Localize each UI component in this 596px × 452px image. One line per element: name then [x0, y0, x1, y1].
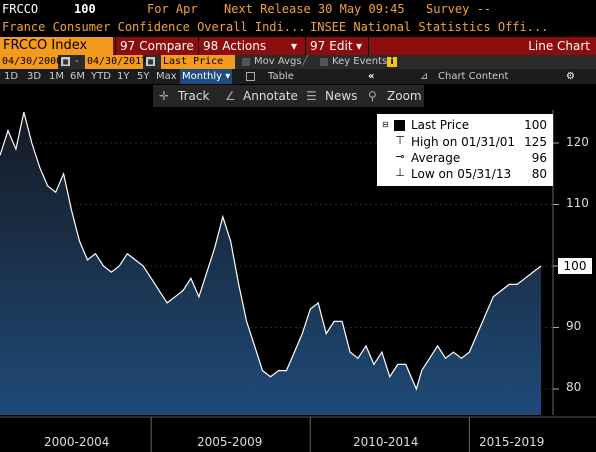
- period-1m[interactable]: 1M: [49, 71, 64, 82]
- security-description: France Consumer Confidence Overall Indi.…: [2, 20, 306, 34]
- area-fill: [0, 112, 541, 416]
- legend-low: ⊥ Low on 05/31/13 80: [377, 166, 553, 182]
- period-label: For Apr: [147, 2, 198, 16]
- pencil-icon[interactable]: ╱: [302, 56, 309, 67]
- key-events-label: Key Events: [332, 56, 388, 67]
- chart-content-icon[interactable]: ⊿: [420, 71, 429, 82]
- legend-high-value: 125: [524, 135, 547, 149]
- actions-chevron-down-icon: ▾: [291, 39, 298, 53]
- legend-average: ⊸ Average 96: [377, 150, 553, 166]
- info-icon[interactable]: i: [387, 57, 397, 67]
- legend-expand-icon[interactable]: ⊟: [382, 120, 389, 129]
- end-calendar-icon[interactable]: ▦: [146, 57, 155, 66]
- period-6m[interactable]: 6M: [70, 71, 85, 82]
- price-line: [0, 112, 542, 391]
- period-3d[interactable]: 3D: [27, 71, 42, 82]
- survey-label: Survey --: [426, 2, 492, 16]
- legend-average-value: 96: [531, 151, 547, 165]
- collapse-icon[interactable]: «: [368, 71, 375, 82]
- y-tick-label-80: 80: [566, 380, 582, 394]
- actions-shortcut: 98: [203, 39, 219, 53]
- ticker-value: 100: [74, 2, 96, 16]
- chart-type-label: Line Chart: [528, 39, 590, 53]
- edit-shortcut: 97: [310, 39, 326, 53]
- period-1y[interactable]: 1Y: [117, 71, 130, 82]
- average-marker-icon: ⊸: [395, 150, 405, 163]
- period-1d[interactable]: 1D: [4, 71, 19, 82]
- security-field[interactable]: FRCCO Index: [0, 37, 113, 55]
- date-range-row: 04/30/2000 ▦ - 04/30/2017 ▦ Last Price M…: [0, 55, 596, 69]
- compare-button[interactable]: 97 Compare: [115, 37, 198, 55]
- function-toolbar: FRCCO Index 97 Compare 98 Actions ▾ 97 Edit…: [0, 37, 596, 55]
- start-date-field[interactable]: 04/30/2000: [0, 55, 63, 69]
- news-icon[interactable]: ☰: [306, 89, 317, 103]
- news-button[interactable]: News: [325, 89, 358, 103]
- x-section-label-2015-2019: 2015-2019: [479, 435, 545, 449]
- period-max[interactable]: Max: [156, 71, 177, 82]
- mov-avgs-checkbox[interactable]: [242, 58, 250, 66]
- zoom-button[interactable]: Zoom: [387, 89, 422, 103]
- key-events-checkbox[interactable]: [320, 58, 328, 66]
- actions-label: Actions: [222, 39, 267, 53]
- zoom-icon[interactable]: ⚲: [368, 89, 377, 103]
- legend-last-price-value: 100: [524, 118, 547, 132]
- chart-type-button[interactable]: Line Chart: [368, 37, 596, 55]
- end-date-field[interactable]: 04/30/2017: [85, 55, 148, 69]
- period-row: 1D 3D 1M 6M YTD 1Y 5Y Max Monthly ▾ Tabl…: [0, 69, 596, 84]
- y-tick-label-110: 110: [566, 196, 589, 210]
- settings-gear-icon[interactable]: ⚙: [566, 71, 575, 82]
- next-release-label: Next Release 30 May 09:45: [224, 2, 405, 16]
- start-calendar-icon[interactable]: ▦: [61, 57, 70, 66]
- range-dash: -: [75, 56, 79, 67]
- edit-button[interactable]: 97 Edit ▾: [305, 37, 368, 55]
- legend-last-price: ⊟ Last Price 100: [377, 117, 553, 133]
- x-section-label-2005-2009: 2005-2009: [197, 435, 263, 449]
- chart-legend: ⊟ Last Price 100 ⊤ High on 01/31/01 125 …: [377, 114, 553, 186]
- compare-label: Compare: [139, 39, 194, 53]
- security-header-row: FRCCO 100 For Apr Next Release 30 May 09…: [0, 0, 596, 20]
- chart-content-button[interactable]: Chart Content: [438, 71, 509, 82]
- y-tick-label-90: 90: [566, 319, 582, 333]
- x-axis-dividers: [0, 416, 596, 452]
- track-icon[interactable]: ✛: [159, 89, 170, 103]
- table-icon[interactable]: [246, 72, 255, 81]
- actions-button[interactable]: 98 Actions ▾: [198, 37, 305, 55]
- source-description: INSEE National Statistics Offi...: [310, 20, 549, 34]
- edit-label: Edit: [329, 39, 353, 53]
- x-section-label-2000-2004: 2000-2004: [44, 435, 110, 449]
- table-button[interactable]: Table: [268, 71, 294, 82]
- annotate-icon[interactable]: ∠: [225, 89, 236, 103]
- y-axis: [552, 110, 559, 415]
- y-tick-label-120: 120: [566, 135, 589, 149]
- period-ytd[interactable]: YTD: [91, 71, 111, 82]
- chart-tools-toolbar: ✛ Track ∠ Annotate ☰ News ⚲ Zoom: [153, 85, 424, 107]
- description-row: France Consumer Confidence Overall Indi.…: [0, 19, 596, 37]
- compare-shortcut: 97: [120, 39, 136, 53]
- low-marker-icon: ⊥: [395, 166, 405, 179]
- track-button[interactable]: Track: [178, 89, 210, 103]
- legend-low-label: Low on 05/31/13: [411, 167, 512, 181]
- legend-low-value: 80: [531, 167, 547, 181]
- legend-high: ⊤ High on 01/31/01 125: [377, 134, 553, 150]
- mov-avgs-label: Mov Avgs: [254, 56, 302, 67]
- high-marker-icon: ⊤: [395, 134, 405, 147]
- legend-last-price-label: Last Price: [411, 118, 470, 132]
- edit-chevron-down-icon: ▾: [356, 39, 363, 53]
- legend-high-label: High on 01/31/01: [411, 135, 516, 149]
- legend-swatch-icon: [394, 120, 405, 131]
- last-value-marker: 100: [558, 258, 592, 274]
- legend-average-label: Average: [411, 151, 461, 165]
- period-5y[interactable]: 5Y: [137, 71, 150, 82]
- x-section-label-2010-2014: 2010-2014: [353, 435, 419, 449]
- ticker-label: FRCCO: [2, 2, 39, 16]
- frequency-dropdown[interactable]: Monthly ▾: [180, 69, 233, 84]
- annotate-button[interactable]: Annotate: [243, 89, 298, 103]
- field-selector[interactable]: Last Price: [161, 55, 235, 69]
